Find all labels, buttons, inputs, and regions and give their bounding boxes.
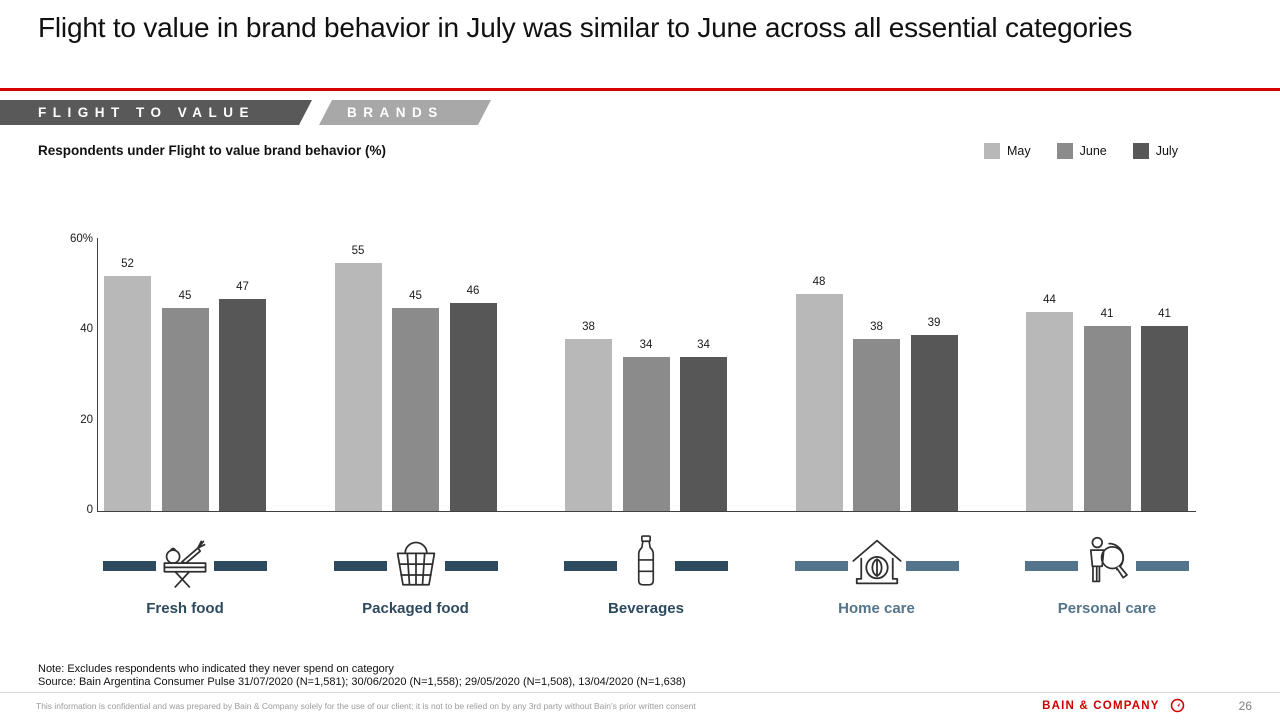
dash-right-beverages: [675, 561, 728, 571]
legend-label: June: [1079, 144, 1107, 158]
chart-source: Source: Bain Argentina Consumer Pulse 31…: [38, 676, 686, 688]
bar-value-label: 44: [1043, 294, 1056, 307]
bar-june-beverages: [622, 357, 670, 511]
bar-may-personal-care: [1026, 312, 1073, 511]
bar-value-label: 38: [870, 321, 883, 334]
bar-value-label: 39: [927, 316, 941, 329]
tag-flight-to-value-label: FLIGHT TO VALUE: [38, 105, 255, 120]
slide-title: Flight to value in brand behavior in Jul…: [38, 12, 1133, 43]
title-divider-rule: [0, 88, 1280, 91]
legend-item-may: May: [984, 143, 1031, 159]
chart-note: Note: Excludes respondents who indicated…: [38, 663, 394, 675]
bar-july-fresh-food: [219, 298, 266, 511]
bottle-icon: [616, 533, 676, 591]
category-label-personal-care: Personal care: [1057, 600, 1157, 617]
bar-june-home-care: [853, 339, 900, 511]
dash-right-home-care: [905, 561, 959, 571]
chart-subtitle: Respondents under Flight to value brand …: [38, 143, 387, 158]
bar-value-label: 47: [236, 280, 249, 293]
dash-left-fresh-food: [103, 561, 156, 571]
dash-left-beverages: [564, 561, 617, 571]
bar-value-label: 45: [178, 289, 192, 302]
legend-swatch-june: [1056, 143, 1073, 159]
footer-divider-rule: [0, 692, 1280, 693]
category-label-packaged-food: Packaged food: [362, 600, 469, 617]
person-magnifier-icon: [1077, 533, 1137, 591]
bar-value-label: 38: [582, 321, 595, 334]
tag-brands-label: BRANDS: [347, 105, 444, 120]
bar-value-label: 52: [121, 258, 134, 271]
category-label-beverages: Beverages: [608, 600, 684, 617]
footer-brand-block: BAIN & COMPANY 26: [1042, 698, 1252, 713]
bar-may-home-care: [795, 294, 843, 511]
category-label-fresh-food: Fresh food: [146, 600, 224, 617]
bar-july-beverages: [680, 357, 727, 511]
legend-label: May: [1007, 144, 1031, 158]
dash-left-personal-care: [1025, 561, 1078, 571]
y-axis-line: [97, 238, 98, 512]
bar-may-packaged-food: [334, 262, 382, 511]
bar-may-fresh-food: [104, 276, 151, 511]
bar-value-label: 46: [466, 285, 480, 298]
y-axis-tick-label: 40: [80, 323, 93, 336]
bar-value-label: 41: [1100, 307, 1114, 320]
bar-july-personal-care: [1141, 325, 1188, 511]
bar-june-fresh-food: [161, 307, 209, 511]
bar-value-label: 34: [697, 339, 710, 352]
market-stall-icon: [155, 533, 215, 591]
house-leaf-icon: [847, 533, 907, 591]
bar-value-label: 55: [351, 244, 365, 257]
bar-may-beverages: [565, 339, 612, 511]
bar-june-packaged-food: [392, 307, 439, 511]
category-label-home-care: Home care: [838, 600, 915, 617]
bar-value-label: 48: [812, 276, 826, 289]
dash-right-fresh-food: [214, 561, 267, 571]
page-number: 26: [1238, 698, 1252, 713]
dash-right-packaged-food: [444, 561, 498, 571]
y-axis-tick-label: 60%: [69, 233, 93, 245]
bar-value-label: 45: [409, 289, 422, 302]
bain-compass-icon: [1170, 698, 1185, 713]
bar-value-label: 34: [639, 339, 653, 352]
dash-left-home-care: [794, 561, 848, 571]
x-axis-line: [97, 511, 1196, 512]
tag-brands: BRANDS: [319, 100, 491, 125]
legend-item-july: July: [1132, 143, 1178, 159]
dash-right-personal-care: [1136, 561, 1189, 571]
legend-swatch-july: [1132, 143, 1149, 159]
dash-left-packaged-food: [333, 561, 387, 571]
y-axis-tick-label: 0: [86, 504, 93, 516]
bar-july-packaged-food: [449, 303, 497, 511]
bar-june-personal-care: [1083, 325, 1131, 511]
bar-value-label: 41: [1158, 307, 1171, 320]
bar-july-home-care: [910, 334, 958, 511]
tag-flight-to-value: FLIGHT TO VALUE: [0, 100, 312, 125]
bain-company-logo-text: BAIN & COMPANY: [1042, 699, 1160, 712]
legend-item-june: June: [1056, 143, 1107, 159]
legend-swatch-may: [984, 143, 1000, 159]
basket-icon: [386, 533, 446, 591]
legend-label: July: [1155, 144, 1178, 158]
chart-legend: May June July: [984, 143, 1178, 159]
footer-disclaimer: This information is confidential and was…: [36, 701, 696, 711]
y-axis-tick-label: 20: [80, 413, 93, 426]
